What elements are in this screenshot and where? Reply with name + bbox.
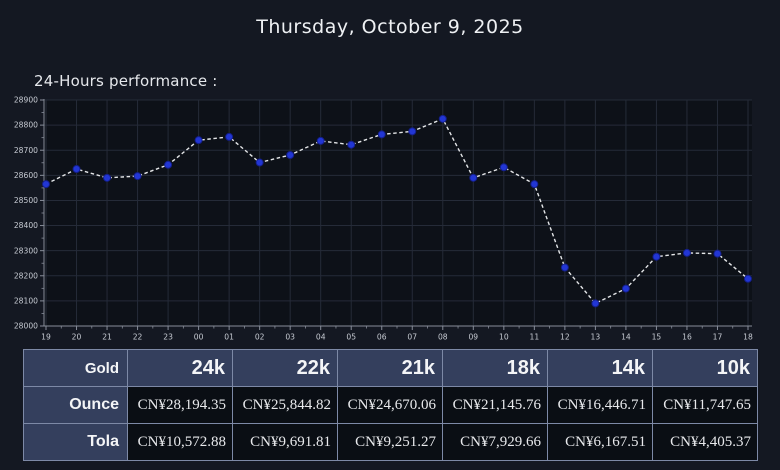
price-cell-ounce-14k: CN¥16,446.71 [547, 386, 653, 424]
price-chart-svg: 28000 28100 28200 28300 28400 28500 28600 28700… [14, 96, 753, 342]
svg-text:28500: 28500 [14, 196, 38, 205]
svg-text:17: 17 [713, 333, 723, 342]
table-header-24k: 24k [127, 349, 233, 387]
price-cell-tola-21k: CN¥9,251.27 [337, 423, 443, 461]
table-header-14k: 14k [547, 349, 653, 387]
svg-text:28100: 28100 [14, 296, 38, 305]
performance-heading: 24-Hours performance : [34, 72, 218, 90]
svg-text:13: 13 [591, 333, 601, 342]
table-header-10k: 10k [652, 349, 758, 387]
svg-text:28000: 28000 [14, 322, 38, 331]
svg-text:04: 04 [316, 333, 326, 342]
table-header-21k: 21k [337, 349, 443, 387]
svg-text:16: 16 [682, 333, 692, 342]
row-label-tola: Tola [23, 423, 128, 461]
svg-text:10: 10 [499, 333, 509, 342]
price-cell-tola-18k: CN¥7,929.66 [442, 423, 548, 461]
table-header-gold: Gold [23, 349, 128, 387]
svg-text:28600: 28600 [14, 171, 38, 180]
svg-text:00: 00 [194, 333, 204, 342]
table-header-22k: 22k [232, 349, 338, 387]
svg-text:20: 20 [72, 333, 82, 342]
svg-text:28700: 28700 [14, 146, 38, 155]
svg-text:09: 09 [468, 333, 478, 342]
svg-text:05: 05 [346, 333, 356, 342]
svg-text:15: 15 [652, 333, 662, 342]
page-title: Thursday, October 9, 2025 [256, 16, 524, 38]
svg-text:28900: 28900 [14, 96, 38, 105]
svg-text:19: 19 [41, 333, 51, 342]
svg-text:01: 01 [224, 333, 234, 342]
svg-text:06: 06 [377, 333, 387, 342]
gold-price-table: Gold 24k 22k 21k 18k 14k 10k Ounce CN¥28… [23, 349, 758, 461]
price-cell-tola-14k: CN¥6,167.51 [547, 423, 653, 461]
table-row-tola: Tola CN¥10,572.88 CN¥9,691.81 CN¥9,251.2… [23, 423, 758, 461]
svg-text:23: 23 [163, 333, 173, 342]
price-cell-ounce-10k: CN¥11,747.65 [652, 386, 758, 424]
row-label-ounce: Ounce [23, 386, 128, 424]
table-header-18k: 18k [442, 349, 548, 387]
price-cell-ounce-18k: CN¥21,145.76 [442, 386, 548, 424]
svg-text:08: 08 [438, 333, 448, 342]
svg-text:14: 14 [621, 333, 631, 342]
price-cell-tola-24k: CN¥10,572.88 [127, 423, 233, 461]
svg-text:28800: 28800 [14, 121, 38, 130]
price-cell-tola-10k: CN¥4,405.37 [652, 423, 758, 461]
price-cell-ounce-22k: CN¥25,844.82 [232, 386, 338, 424]
price-chart: 28000 28100 28200 28300 28400 28500 28600 28700… [0, 92, 780, 342]
svg-text:02: 02 [255, 333, 265, 342]
svg-text:28200: 28200 [14, 271, 38, 280]
price-cell-tola-22k: CN¥9,691.81 [232, 423, 338, 461]
svg-text:12: 12 [560, 333, 570, 342]
svg-text:07: 07 [407, 333, 417, 342]
svg-text:18: 18 [743, 333, 753, 342]
svg-text:28400: 28400 [14, 221, 38, 230]
svg-text:22: 22 [133, 333, 143, 342]
svg-text:28300: 28300 [14, 246, 38, 255]
svg-text:03: 03 [285, 333, 295, 342]
svg-text:21: 21 [102, 333, 112, 342]
table-header-row: Gold 24k 22k 21k 18k 14k 10k [23, 349, 758, 387]
price-cell-ounce-21k: CN¥24,670.06 [337, 386, 443, 424]
price-cell-ounce-24k: CN¥28,194.35 [127, 386, 233, 424]
table-row-ounce: Ounce CN¥28,194.35 CN¥25,844.82 CN¥24,67… [23, 386, 758, 424]
svg-text:11: 11 [530, 333, 540, 342]
